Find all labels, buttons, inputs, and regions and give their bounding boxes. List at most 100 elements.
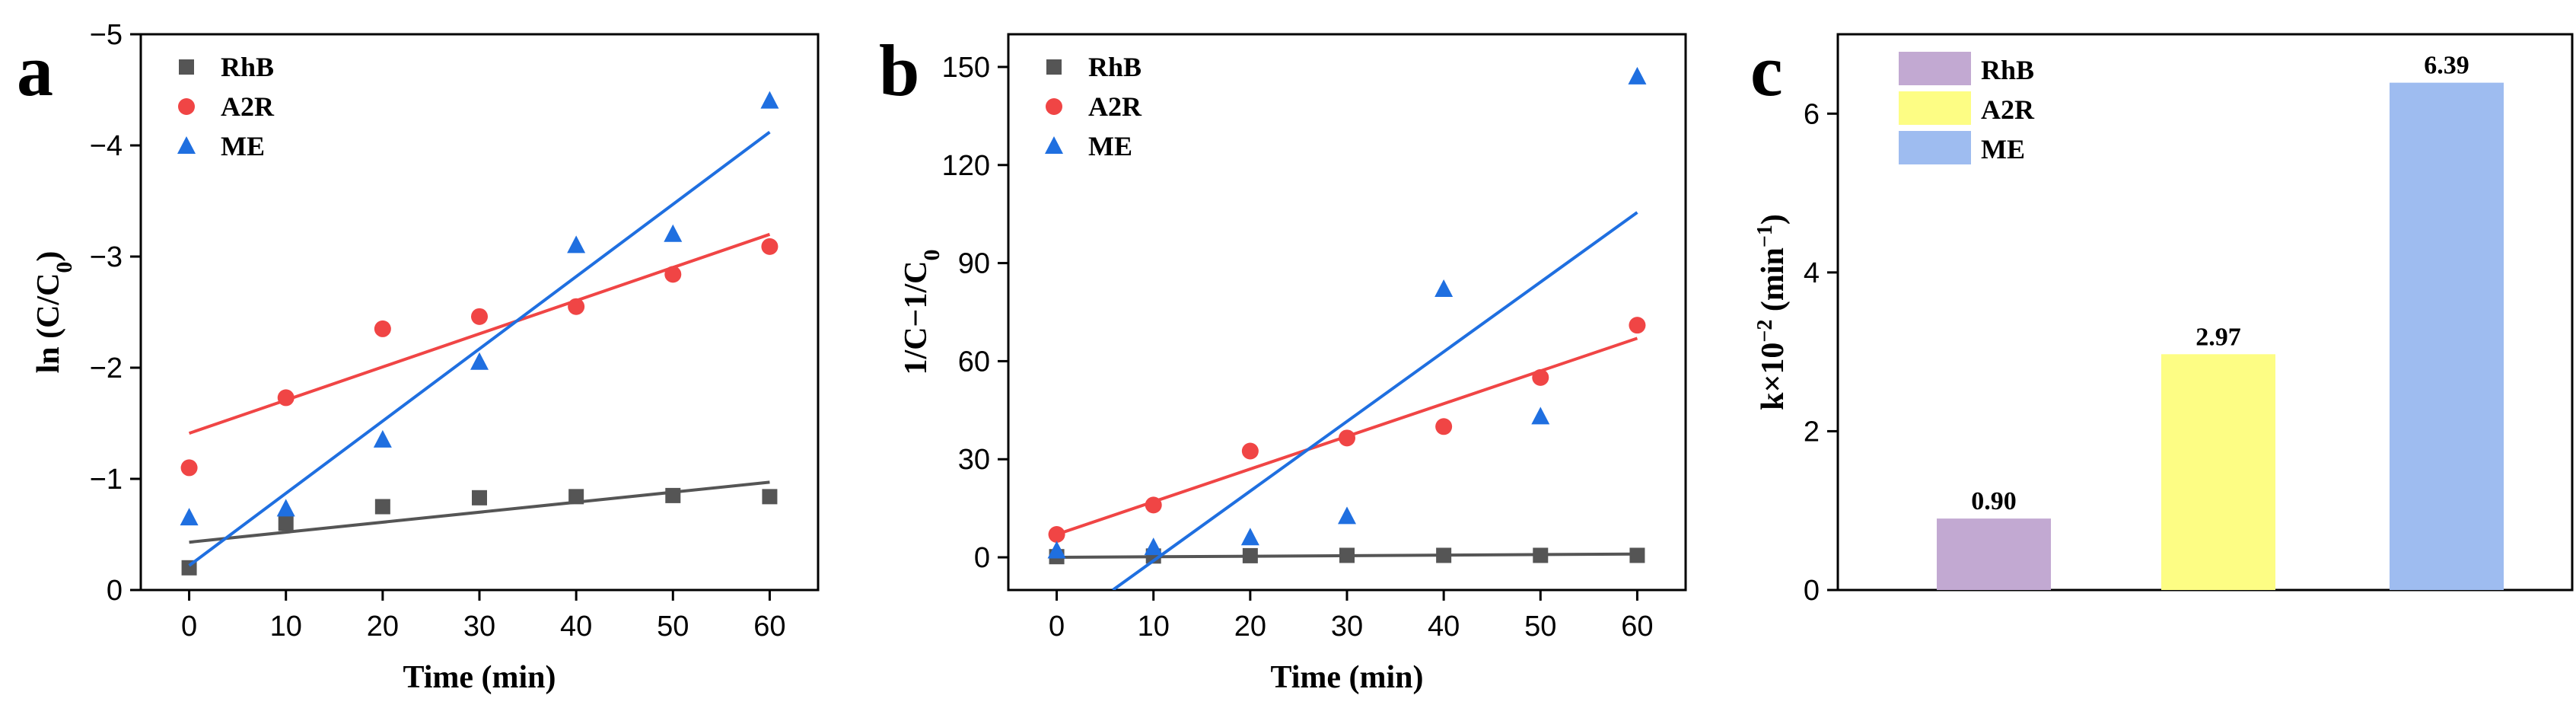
data-point-RhB [665, 487, 681, 503]
y-tick-label: 6 [1804, 98, 1820, 130]
bar-A2R [2161, 354, 2275, 590]
legend-swatch-ME [1899, 131, 1971, 164]
bar-value-A2R: 2.97 [2195, 323, 2241, 351]
data-point-A2R [1145, 496, 1162, 514]
series-A2R [180, 232, 779, 477]
y-tick-label: 90 [958, 248, 990, 280]
data-point-ME [664, 224, 683, 242]
x-axis-title: Time (min) [1270, 660, 1423, 695]
panel-letter-c: c [1750, 30, 1783, 111]
bar-ME [2390, 82, 2504, 591]
legend-marker-A2R [1046, 98, 1062, 115]
data-point-ME [1144, 537, 1163, 556]
data-point-ME [1628, 66, 1647, 85]
legend-label-ME: ME [1088, 131, 1132, 161]
data-point-A2R [471, 308, 488, 325]
data-point-RhB [1436, 547, 1452, 563]
data-point-RhB [374, 499, 390, 515]
panel-a: a 0 −1 −2 −3 −4 −5 ln (C/C0) 0 10 20 30 40 50 60 Time (… [17, 19, 820, 695]
data-point-ME [1531, 407, 1550, 425]
y-tick-label: 0 [1804, 575, 1820, 607]
data-point-A2R [1435, 418, 1453, 435]
y-tick-label: 0 [107, 575, 123, 607]
x-tick-label: 50 [657, 611, 689, 643]
series-RhB [1049, 547, 1645, 565]
y-tick-label: −1 [90, 464, 123, 496]
y-tick-label: 0 [974, 542, 990, 574]
data-point-ME [470, 352, 489, 370]
bar-value-RhB: 0.90 [1971, 487, 2017, 515]
y-tick-label: 150 [942, 52, 990, 84]
data-point-ME [1240, 528, 1259, 546]
y-axis-title: ln (C/C0) [31, 251, 77, 374]
legend-label-ME: ME [221, 131, 265, 161]
data-point-A2R [761, 238, 779, 255]
legend-swatch-RhB [1899, 52, 1971, 85]
data-point-ME [1338, 506, 1356, 525]
series-RhB [181, 480, 778, 576]
legend-marker-ME [1045, 136, 1063, 154]
y-tick-label: 120 [942, 150, 990, 182]
x-tick-label: 20 [367, 611, 399, 643]
legend-label-ME: ME [1981, 134, 2025, 164]
y-tick-label: 60 [958, 346, 990, 378]
data-point-A2R [1339, 429, 1355, 447]
y-tick-label: −2 [90, 352, 123, 384]
series-A2R [1048, 317, 1646, 543]
data-point-A2R [374, 320, 391, 337]
x-tick-label: 20 [1234, 611, 1266, 643]
data-point-A2R [1532, 368, 1549, 386]
x-tick-label: 40 [560, 611, 592, 643]
data-point-RhB [762, 489, 778, 505]
data-point-RhB [568, 489, 584, 505]
legend-label-RhB: RhB [1981, 55, 2034, 85]
fit-line-A2R [188, 232, 771, 435]
series-ME [180, 91, 779, 567]
data-point-RhB [1629, 547, 1645, 563]
data-point-ME [373, 429, 392, 448]
x-tick-label: 60 [753, 611, 785, 643]
legend-marker-RhB [179, 59, 194, 75]
legend-swatch-A2R [1899, 91, 1971, 125]
x-tick-label: 10 [270, 611, 302, 643]
data-point-A2R [1241, 442, 1259, 460]
bar-value-ME: 6.39 [2424, 52, 2469, 80]
y-tick-label: 4 [1804, 257, 1820, 289]
data-point-ME [1434, 279, 1454, 297]
data-point-A2R [664, 266, 682, 283]
x-tick-label: 40 [1428, 611, 1460, 643]
legend-label-RhB: RhB [1088, 52, 1142, 82]
legend-marker-RhB [1046, 59, 1062, 75]
data-point-A2R [1048, 526, 1065, 543]
x-tick-label: 0 [1049, 611, 1065, 643]
data-point-RhB [1242, 547, 1258, 563]
y-tick-label: −4 [90, 130, 123, 162]
y-axis-title: k×10−2 (min−1) [1753, 214, 1791, 410]
y-axis-title: 1/C−1/C0 [899, 250, 944, 375]
data-point-ME [1047, 541, 1066, 559]
legend-label-A2R: A2R [221, 91, 275, 122]
bar-RhB [1937, 518, 2051, 590]
data-point-RhB [472, 490, 487, 506]
data-point-ME [760, 91, 779, 109]
panel-letter-a: a [17, 30, 53, 111]
x-tick-label: 0 [181, 611, 197, 643]
data-point-A2R [180, 459, 198, 477]
data-point-RhB [1339, 547, 1355, 563]
data-point-A2R [1629, 317, 1646, 334]
y-tick-label: −3 [90, 241, 123, 273]
panel-b: b 0 30 60 90 120 150 1/C−1/C0 0 10 20 30 40 50 60 Time … [879, 30, 1687, 695]
x-axis-title: Time (min) [403, 660, 556, 695]
x-tick-label: 30 [463, 611, 495, 643]
x-tick-label: 30 [1331, 611, 1363, 643]
data-point-A2R [568, 298, 585, 315]
legend-label-RhB: RhB [221, 52, 274, 82]
y-tick-label: −5 [90, 19, 123, 51]
x-tick-label: 50 [1524, 611, 1556, 643]
panel-letter-b: b [879, 30, 919, 111]
legend-marker-ME [177, 136, 196, 154]
data-point-ME [180, 508, 199, 526]
x-tick-label: 60 [1621, 611, 1653, 643]
